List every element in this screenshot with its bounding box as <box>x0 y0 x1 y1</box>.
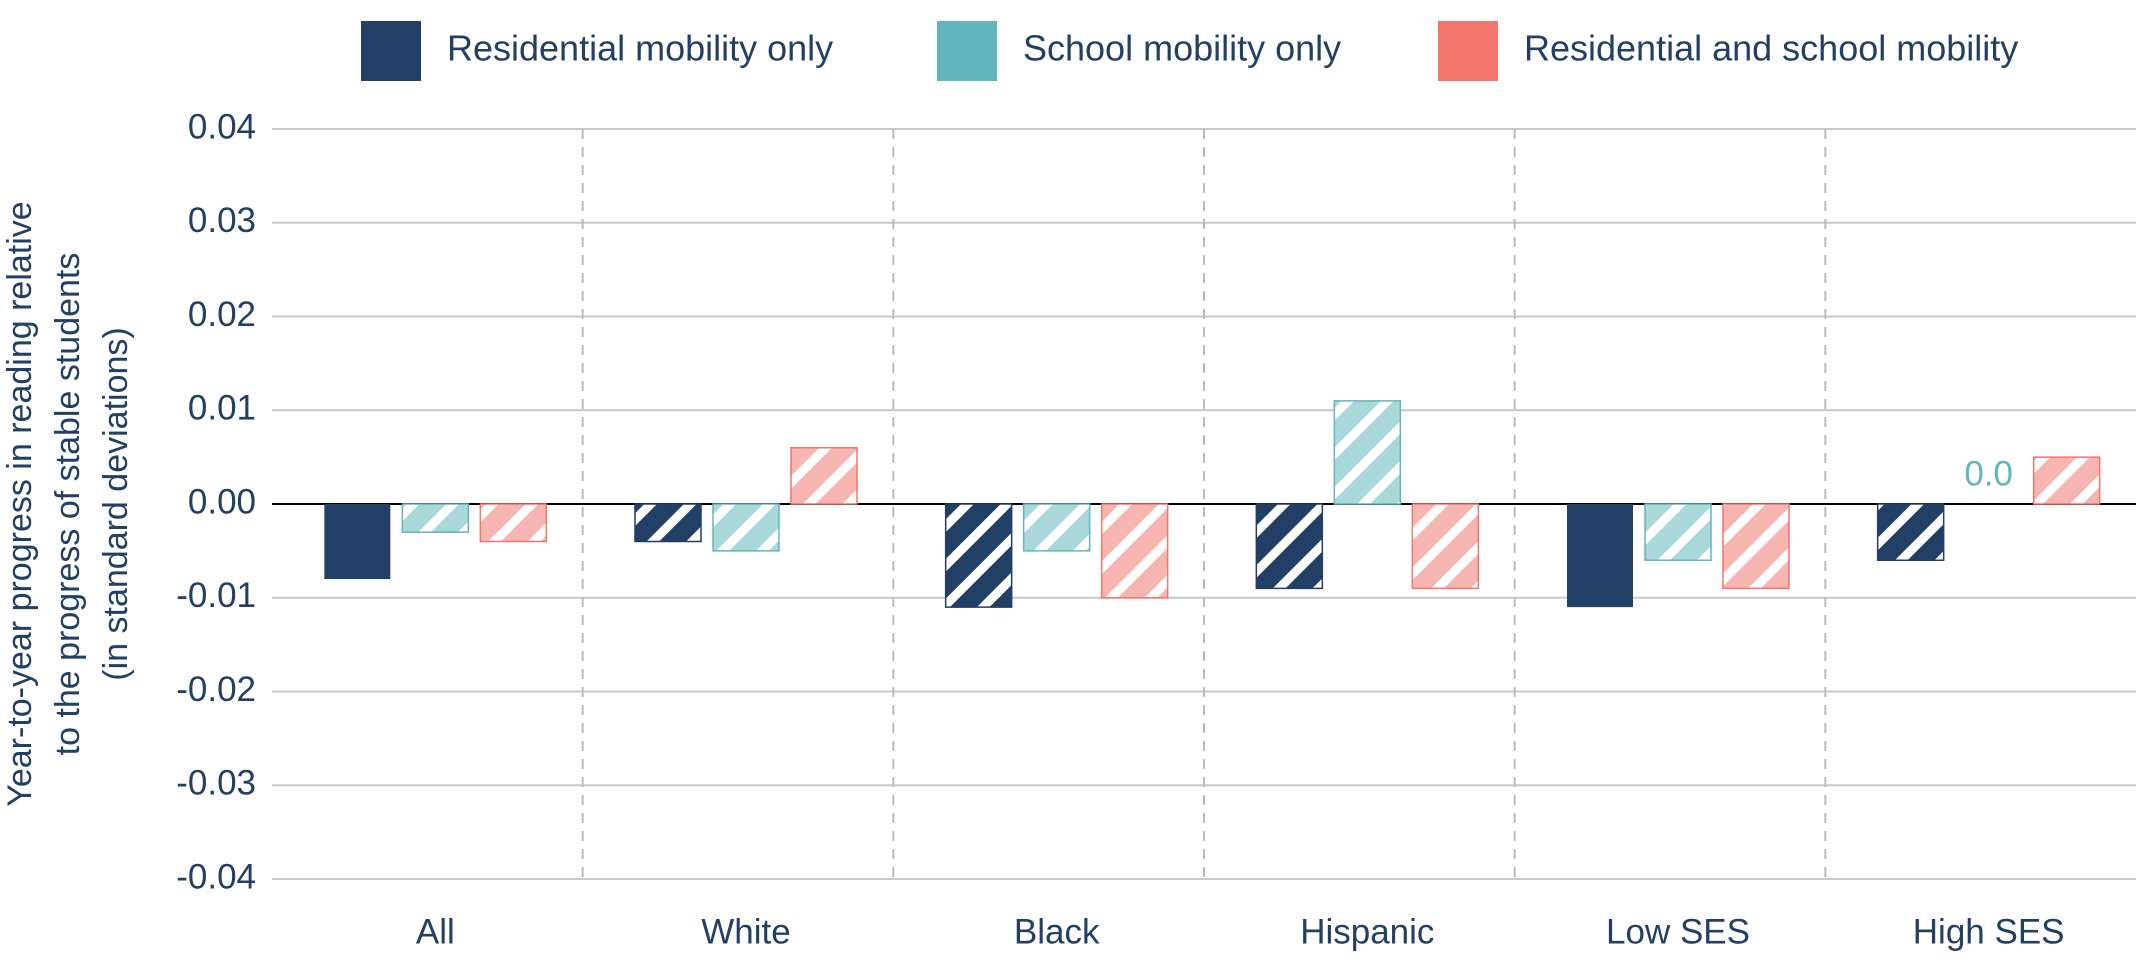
bar <box>479 503 548 543</box>
y-tick-label: 0.01 <box>188 389 256 428</box>
y-tick-label: 0.04 <box>188 107 256 146</box>
bar <box>1644 503 1712 561</box>
legend-swatch <box>361 21 421 81</box>
data-label: 0.0 <box>1964 454 2013 493</box>
bar <box>1876 503 1945 561</box>
bar <box>1333 400 1402 505</box>
x-tick-label: Hispanic <box>1300 912 1434 951</box>
x-tick-label: All <box>416 912 455 951</box>
x-tick-label: White <box>701 912 790 951</box>
y-tick-label: 0.02 <box>188 295 256 334</box>
bar <box>712 503 780 552</box>
y-tick-label: -0.03 <box>176 764 256 803</box>
y-axis-title-line: to the progress of stable students <box>49 253 87 756</box>
bar <box>401 503 470 533</box>
legend-swatch <box>1438 21 1498 81</box>
x-tick-label: High SES <box>1913 912 2065 951</box>
bar <box>1100 503 1169 599</box>
y-axis-title: Year-to-year progress in reading relativ… <box>1 201 135 806</box>
bar <box>1411 503 1480 590</box>
y-tick-label: 0.00 <box>188 482 256 521</box>
x-tick-label: Black <box>1014 912 1100 951</box>
y-axis-title-line: Year-to-year progress in reading relativ… <box>1 201 39 806</box>
legend-label: Residential mobility only <box>447 28 833 69</box>
bar <box>2032 456 2101 505</box>
y-tick-label: -0.02 <box>176 670 256 709</box>
y-tick-label: -0.01 <box>176 576 256 615</box>
bar <box>634 503 702 543</box>
bar <box>324 504 391 579</box>
y-tick-label: 0.03 <box>188 201 256 240</box>
y-axis-title-line: (in standard deviations) <box>97 327 135 680</box>
x-tick-label: Low SES <box>1606 912 1750 951</box>
legend-swatch <box>937 21 997 81</box>
legend-label: School mobility only <box>1023 28 1341 69</box>
bar <box>1567 504 1633 608</box>
bar <box>944 503 1013 608</box>
bar <box>1255 503 1324 590</box>
bar <box>1722 503 1790 590</box>
legend-label: Residential and school mobility <box>1524 28 2018 69</box>
y-tick-label: -0.04 <box>176 857 256 896</box>
bar <box>790 447 858 505</box>
bar <box>1022 503 1091 552</box>
